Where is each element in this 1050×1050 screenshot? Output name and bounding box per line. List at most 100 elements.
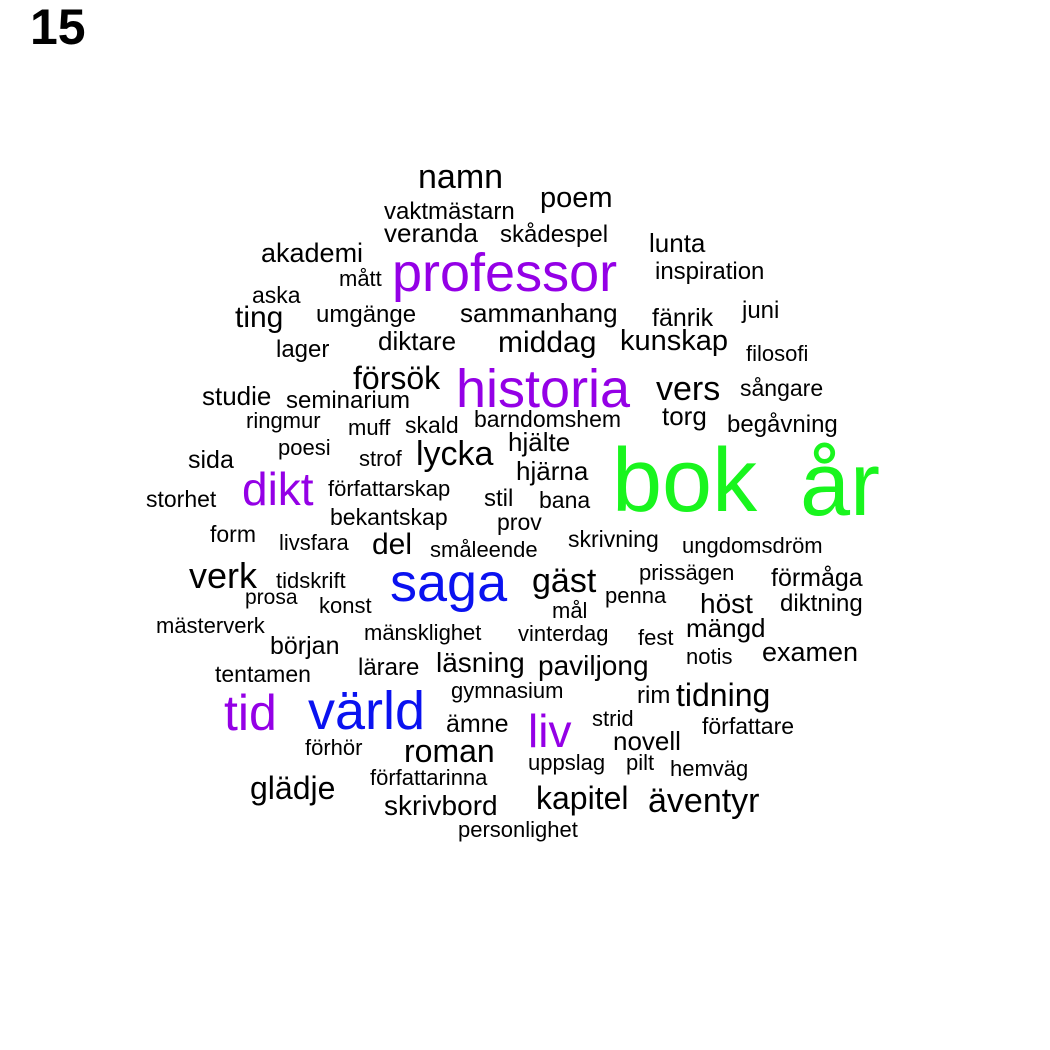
cloud-word: rim: [637, 682, 671, 709]
cloud-word: försök: [353, 360, 441, 396]
cloud-word: tidning: [676, 677, 771, 713]
cloud-word: livsfara: [279, 530, 349, 555]
cloud-word: förmåga: [771, 564, 863, 592]
cloud-word: sammanhang: [460, 298, 618, 328]
cloud-word: saga: [390, 553, 508, 613]
cloud-word: juni: [742, 297, 780, 324]
cloud-word: skrivbord: [384, 790, 498, 821]
cloud-word: poesi: [278, 435, 331, 460]
cloud-word: dikt: [242, 463, 314, 515]
cloud-word: prissägen: [639, 560, 735, 585]
cloud-word: förhör: [305, 735, 363, 760]
cloud-word: middag: [498, 326, 597, 359]
cloud-word: ringmur: [246, 408, 321, 433]
cloud-word: examen: [762, 637, 859, 667]
cloud-word: läsning: [436, 647, 525, 678]
cloud-word: novell: [613, 726, 681, 756]
cloud-word: ting: [235, 301, 284, 334]
cloud-word: strof: [359, 446, 402, 471]
cloud-word: del: [372, 528, 413, 561]
cloud-word: författare: [702, 713, 795, 739]
cloud-word: början: [270, 632, 340, 660]
cloud-word: gymnasium: [451, 678, 564, 703]
cloud-word: liv: [528, 705, 572, 757]
cloud-word: mästerverk: [156, 613, 265, 638]
cloud-word: paviljong: [538, 650, 649, 681]
cloud-word: prov: [497, 509, 542, 535]
cloud-word: akademi: [261, 238, 364, 268]
cloud-word: notis: [686, 644, 733, 669]
cloud-word: fänrik: [652, 304, 714, 332]
cloud-word: uppslag: [528, 750, 606, 775]
cloud-word: år: [800, 435, 881, 535]
cloud-word: form: [210, 521, 256, 547]
cloud-word: glädje: [250, 770, 336, 806]
cloud-word: hjälte: [508, 427, 571, 457]
cloud-word: hemväg: [670, 756, 749, 781]
cloud-word: strid: [592, 706, 634, 731]
cloud-word: prosa: [245, 586, 298, 609]
cloud-word: ungdomsdröm: [682, 533, 823, 558]
cloud-word: studie: [202, 381, 272, 411]
cloud-word: roman: [404, 733, 495, 769]
cloud-word: storhet: [146, 486, 217, 512]
cloud-word: tentamen: [215, 661, 311, 687]
cloud-word: sångare: [740, 375, 824, 401]
cloud-word: stil: [484, 485, 514, 512]
cloud-word: bekantskap: [330, 504, 448, 530]
cloud-word: vers: [656, 370, 721, 408]
cloud-word: verk: [189, 555, 258, 596]
cloud-word: fest: [638, 625, 674, 650]
cloud-word: seminarium: [286, 387, 411, 414]
cloud-word: skådespel: [500, 221, 609, 248]
cloud-word: tidskrift: [276, 568, 346, 593]
cloud-word: hjärna: [516, 456, 589, 486]
cloud-word: poem: [540, 182, 613, 214]
cloud-word: höst: [700, 588, 753, 619]
cloud-word: mål: [552, 598, 588, 623]
cloud-word: veranda: [384, 218, 478, 248]
cloud-word: kapitel: [536, 780, 629, 816]
cloud-word: äventyr: [648, 782, 760, 820]
cloud-word: skrivning: [568, 526, 659, 552]
cloud-word: lager: [276, 336, 330, 363]
cloud-word: namn: [418, 158, 504, 196]
cloud-word: pilt: [626, 750, 655, 775]
cloud-word: författarinna: [370, 765, 488, 790]
cloud-word: vaktmästarn: [384, 198, 515, 225]
cloud-word: tid: [224, 685, 277, 741]
cloud-word: småleende: [430, 537, 538, 562]
cloud-word: skald: [405, 412, 459, 438]
cloud-word: aska: [252, 282, 301, 308]
cloud-word: kunskap: [620, 325, 729, 357]
cloud-word: diktare: [378, 326, 457, 356]
cloud-word: inspiration: [655, 258, 765, 285]
cloud-word: gäst: [532, 562, 597, 600]
cloud-word: mänsklighet: [364, 620, 482, 645]
cloud-word: författarskap: [328, 476, 451, 501]
cloud-word: vinterdag: [518, 621, 609, 646]
cloud-word: mängd: [686, 613, 766, 643]
cloud-word: mått: [339, 266, 382, 291]
page-number: 15: [30, 0, 86, 55]
cloud-word: sida: [188, 446, 234, 474]
cloud-word: begåvning: [727, 411, 838, 438]
cloud-word: barndomshem: [474, 406, 622, 432]
cloud-word: lycka: [416, 435, 494, 473]
cloud-word: lunta: [649, 228, 706, 258]
cloud-word: umgänge: [316, 301, 417, 328]
cloud-word: lärare: [358, 654, 420, 681]
cloud-word: bok: [612, 431, 758, 531]
cloud-word: muff: [348, 415, 391, 440]
cloud-word: historia: [456, 359, 631, 419]
cloud-word: professor: [392, 243, 618, 303]
cloud-word: penna: [605, 583, 667, 608]
cloud-word: värld: [308, 681, 426, 741]
cloud-word: diktning: [780, 590, 863, 617]
cloud-word: konst: [319, 593, 372, 618]
cloud-word: ämne: [446, 710, 509, 738]
cloud-word: torg: [662, 401, 707, 431]
cloud-word: personlighet: [458, 817, 578, 842]
cloud-word: filosofi: [746, 341, 809, 366]
